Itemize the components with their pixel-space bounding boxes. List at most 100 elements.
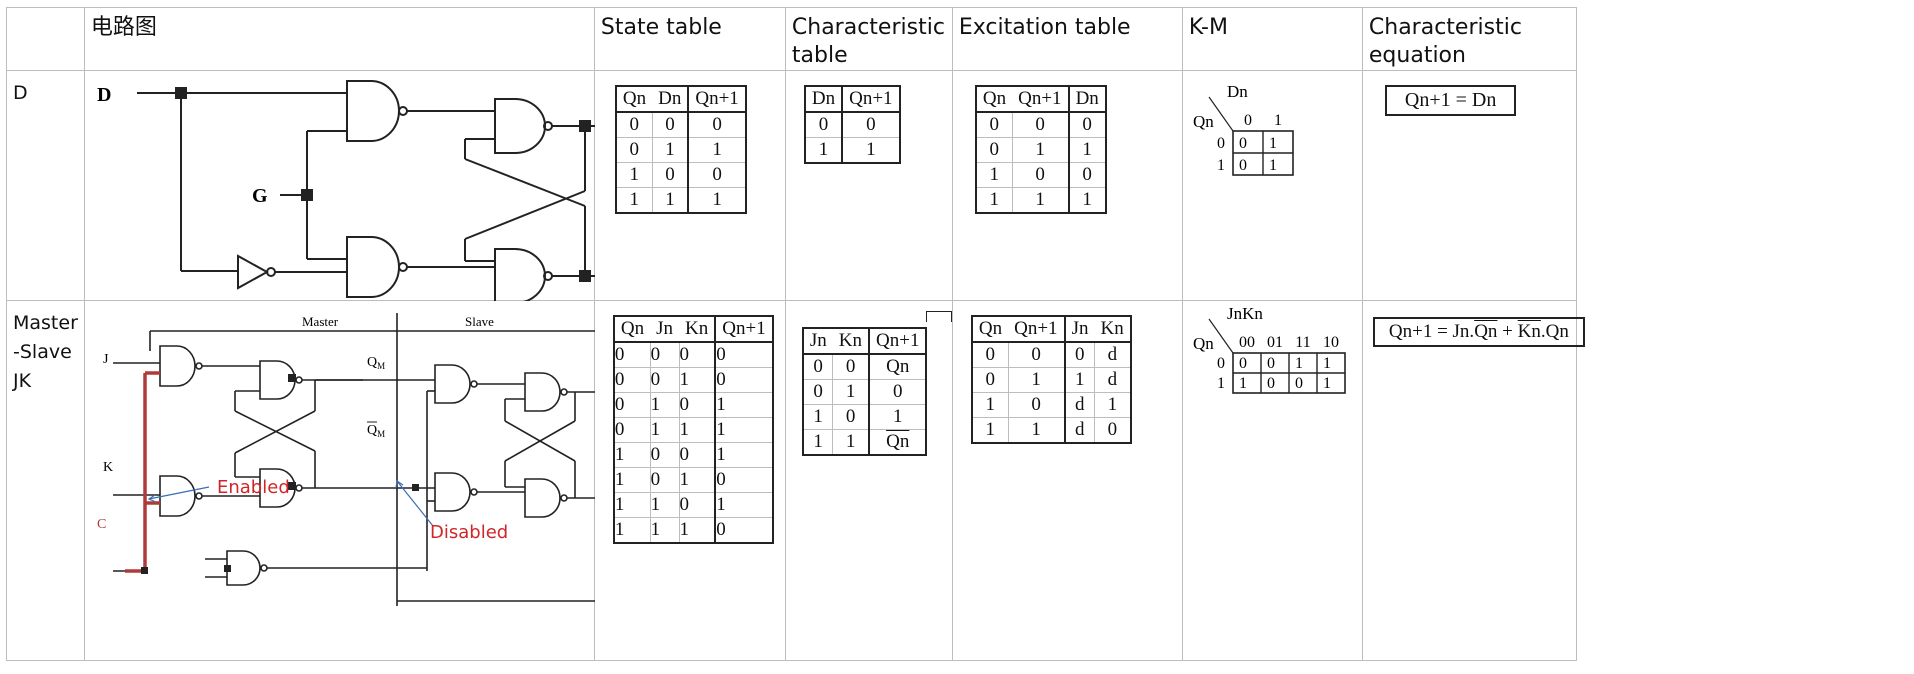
jk-char-table-cell: Jn Kn Qn+1 0 0 Qn 0 1 0 1 0 1 1 1 Qn <box>784 300 953 661</box>
master-label: Master <box>302 314 339 329</box>
table-header: Qn+1 <box>868 328 927 355</box>
table-header: Dn <box>804 86 843 113</box>
table-cell: 1 <box>802 429 834 456</box>
table-cell: 0 <box>687 162 747 188</box>
jk-exc-table-cell: Qn Qn+1 Jn Kn 0 0 0 d 0 1 1 d 1 0 d 1 1 1 d 0 <box>951 300 1183 661</box>
table-cell: 1 <box>649 517 680 544</box>
table-cell: 1 <box>678 417 716 443</box>
flip-flop-comparison-table: 电路图 State table Characteristic table Exc… <box>6 7 1585 661</box>
table-cell: 0 <box>841 111 901 138</box>
table-cell: 1 <box>687 187 747 214</box>
kmap-column-head: 1 <box>1274 112 1282 129</box>
jk-state-table: Qn Jn Kn Qn+1 0 0 0 0 0 0 1 0 0 1 0 1 0 1 1 1 1 0 0 1 1 0 1 0 1 1 0 1 1 1… <box>612 315 774 544</box>
table-cell: 1 <box>868 404 927 430</box>
kmap-column-head: 0 <box>1244 112 1252 129</box>
table-cell: 0 <box>1011 111 1070 138</box>
table-cell: 0 <box>971 341 1009 368</box>
slave-label: Slave <box>465 314 494 329</box>
kmap-cell: 1 <box>1323 375 1331 392</box>
k-input-label: K <box>103 460 113 475</box>
kmap-row-head: 0 <box>1217 135 1225 152</box>
table-cell: 0 <box>613 341 651 368</box>
table-cell: 1 <box>975 162 1013 188</box>
table-header: Dn <box>652 86 689 113</box>
table-header: Qn <box>613 316 651 343</box>
d-characteristic-equation: Qn+1 = Dn <box>1384 85 1517 116</box>
table-header: Qn+1 <box>714 316 773 343</box>
table-header: Dn <box>1067 86 1106 113</box>
table-header: Qn+1 <box>1008 316 1065 343</box>
kmap-cell: 1 <box>1295 355 1303 372</box>
header-blank <box>6 7 85 71</box>
kmap-cell: 0 <box>1267 355 1275 372</box>
header-excitation-table-label: Excitation table <box>958 15 1131 40</box>
table-cell: 1 <box>832 379 870 405</box>
table-cell: d <box>1063 417 1095 444</box>
table-cell: d <box>1093 341 1132 368</box>
jk-excitation-table: Qn Qn+1 Jn Kn 0 0 0 d 0 1 1 d 1 0 d 1 1 1 d 0 <box>970 315 1132 444</box>
header-circuit: 电路图 <box>83 7 595 71</box>
table-cell: 1 <box>804 137 843 164</box>
table-cell: 1 <box>832 429 870 456</box>
header-excitation-table: Excitation table <box>951 7 1183 71</box>
d-state-table-cell: Qn Dn Qn+1 0 0 0 0 1 1 1 0 0 1 1 1 <box>593 70 786 301</box>
table-cell: 0 <box>1093 417 1132 444</box>
jk-characteristic-table: Jn Kn Qn+1 0 0 Qn 0 1 0 1 0 1 1 1 Qn <box>801 327 928 456</box>
clock-pulse-symbol <box>925 311 952 322</box>
table-cell: 1 <box>649 392 680 418</box>
table-cell: 0 <box>651 162 689 188</box>
kmap-column-head: 10 <box>1323 334 1339 351</box>
kmap-cell: 0 <box>1239 157 1247 174</box>
table-cell: 1 <box>802 404 834 430</box>
table-cell: 0 <box>678 392 716 418</box>
d-exc-table-cell: Qn Qn+1 Dn 0 0 0 0 1 1 1 0 0 1 1 1 <box>951 70 1183 301</box>
table-cell: 0 <box>613 392 651 418</box>
enabled-annotation: Enabled <box>217 477 290 498</box>
table-cell: 1 <box>651 187 689 214</box>
table-cell: 1 <box>651 137 689 163</box>
table-cell: d <box>1063 392 1095 418</box>
table-cell: 0 <box>971 367 1009 393</box>
c-input-label: C <box>97 517 106 532</box>
table-cell: 1 <box>714 392 774 418</box>
d-equation-cell: Qn+1 = Dn <box>1361 70 1577 301</box>
kmap-cell: 1 <box>1239 375 1247 392</box>
kmap-column-variable: Dn <box>1227 82 1248 101</box>
kmap-column-head: 00 <box>1239 334 1255 351</box>
table-cell: 0 <box>975 137 1013 163</box>
table-cell: 0 <box>1007 341 1066 368</box>
jk-equation-cell: Qn+1 = Jn.Qn + Kn.Qn <box>1361 300 1585 661</box>
table-header: Qn+1 <box>687 86 746 113</box>
table-cell: 1 <box>971 417 1009 444</box>
kmap-cell: 0 <box>1295 375 1303 392</box>
kmap-cell: 0 <box>1239 135 1247 152</box>
table-row: 1 1 Qn <box>802 429 927 456</box>
table-cell: 1 <box>613 442 651 468</box>
table-header: Qn <box>971 316 1009 343</box>
table-cell: 1 <box>1067 187 1107 214</box>
table-row: 0 0 Qn <box>802 353 927 380</box>
table-cell: 0 <box>868 379 927 405</box>
table-cell: 1 <box>971 392 1009 418</box>
table-cell: 1 <box>678 467 716 493</box>
kmap-cell: 1 <box>1269 157 1277 174</box>
row-label-d: D <box>13 82 28 104</box>
table-cell: 0 <box>1063 341 1095 368</box>
table-cell: 1 <box>1011 137 1070 163</box>
kmap-diagonal <box>1208 96 1234 132</box>
kmap-row-variable: Qn <box>1193 112 1214 131</box>
table-cell: 0 <box>649 341 680 368</box>
